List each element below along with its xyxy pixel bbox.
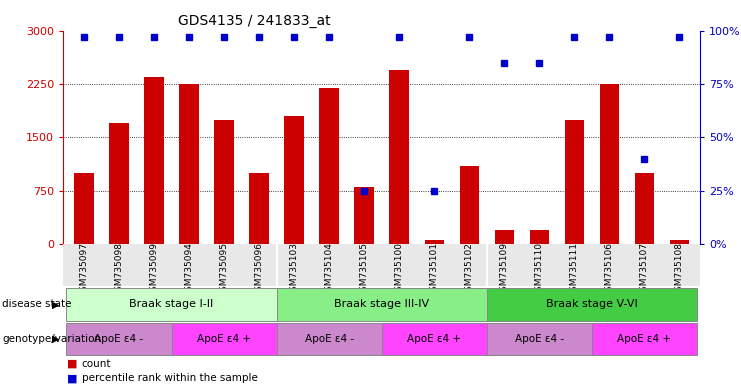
- Bar: [390, 70, 409, 244]
- Bar: [354, 187, 373, 244]
- Bar: [144, 77, 164, 244]
- Bar: [494, 230, 514, 244]
- Bar: [425, 240, 444, 244]
- Text: Braak stage I-II: Braak stage I-II: [130, 299, 213, 310]
- Bar: [110, 123, 129, 244]
- Text: ApoE ε4 +: ApoE ε4 +: [197, 334, 251, 344]
- Text: Braak stage III-IV: Braak stage III-IV: [334, 299, 429, 310]
- Bar: [459, 166, 479, 244]
- Text: ■: ■: [67, 373, 77, 383]
- Text: Braak stage V-VI: Braak stage V-VI: [546, 299, 637, 310]
- Text: ApoE ε4 +: ApoE ε4 +: [407, 334, 461, 344]
- Text: percentile rank within the sample: percentile rank within the sample: [82, 373, 257, 383]
- Text: ApoE ε4 -: ApoE ε4 -: [305, 334, 353, 344]
- Bar: [74, 173, 93, 244]
- Bar: [285, 116, 304, 244]
- Bar: [319, 88, 339, 244]
- Bar: [214, 119, 233, 244]
- Bar: [670, 240, 689, 244]
- Bar: [179, 84, 199, 244]
- Bar: [634, 173, 654, 244]
- Bar: [565, 119, 584, 244]
- Text: ApoE ε4 +: ApoE ε4 +: [617, 334, 671, 344]
- Bar: [530, 230, 549, 244]
- Text: ▶: ▶: [52, 334, 59, 344]
- Text: genotype/variation: genotype/variation: [2, 334, 102, 344]
- Text: GDS4135 / 241833_at: GDS4135 / 241833_at: [178, 14, 330, 28]
- Bar: [250, 173, 269, 244]
- Text: ■: ■: [67, 359, 77, 369]
- Text: disease state: disease state: [2, 299, 72, 310]
- Bar: [599, 84, 619, 244]
- Text: count: count: [82, 359, 111, 369]
- Text: ▶: ▶: [52, 299, 59, 310]
- Text: ApoE ε4 -: ApoE ε4 -: [514, 334, 564, 344]
- Text: ApoE ε4 -: ApoE ε4 -: [94, 334, 144, 344]
